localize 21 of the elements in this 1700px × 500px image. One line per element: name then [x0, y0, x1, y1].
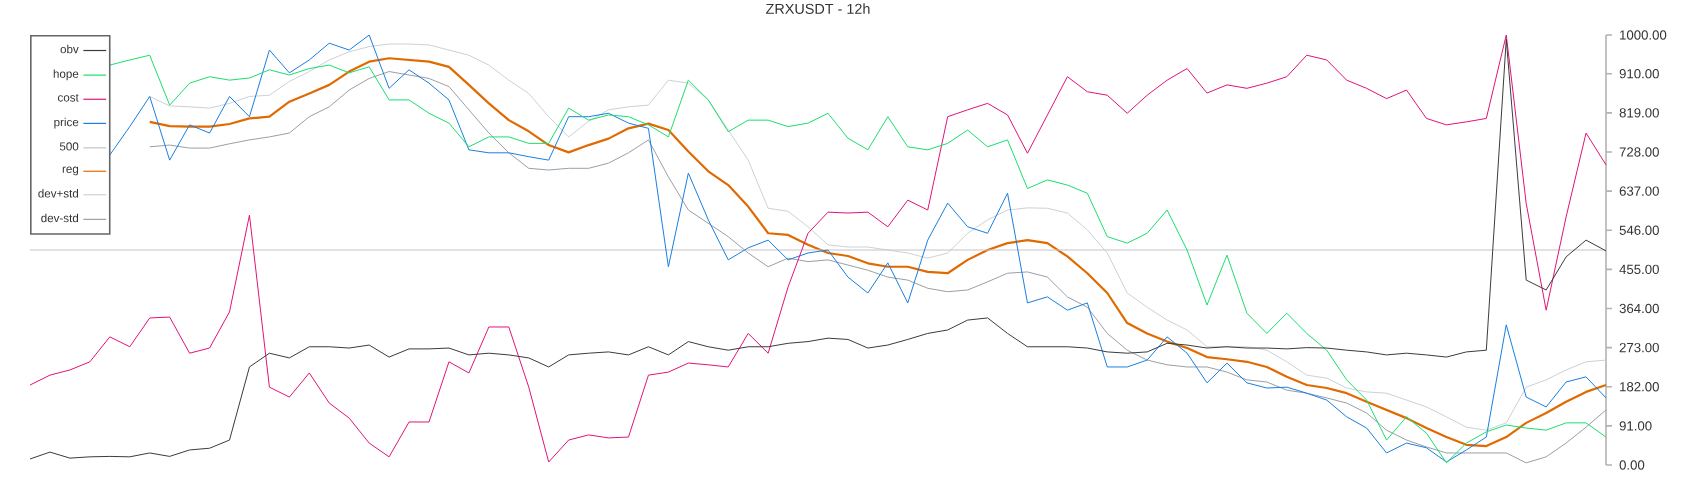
y-tick-label: 546.00: [1619, 225, 1659, 235]
legend-label: dev+std: [38, 189, 79, 198]
y-tick-label: 728.00: [1619, 147, 1659, 157]
legend-label: price: [54, 117, 79, 129]
legend-label: dev-std: [41, 213, 79, 223]
y-tick-label: 364.00: [1619, 303, 1659, 314]
y-tick-label: 182.00: [1620, 382, 1659, 392]
legend-label: obv: [60, 44, 79, 54]
legend-label: cost: [58, 94, 79, 102]
y-tick-label: 819.00: [1619, 108, 1659, 118]
y-tick-label: 273.00: [1619, 342, 1659, 353]
y-tick-label: 455.00: [1619, 264, 1659, 275]
y-tick-label: 1000.00: [1620, 30, 1667, 40]
y-tick-label: 910.00: [1619, 69, 1659, 79]
legend-label: hope: [53, 69, 79, 81]
y-tick-label: 637.00: [1619, 186, 1659, 196]
chart-title: ZRXUSDT - 12h: [766, 3, 870, 14]
y-tick-label: 0.00: [1619, 460, 1645, 470]
legend-label: 500: [59, 142, 79, 151]
y-tick-label: 91.00: [1619, 421, 1652, 431]
legend-label: reg: [62, 166, 79, 176]
